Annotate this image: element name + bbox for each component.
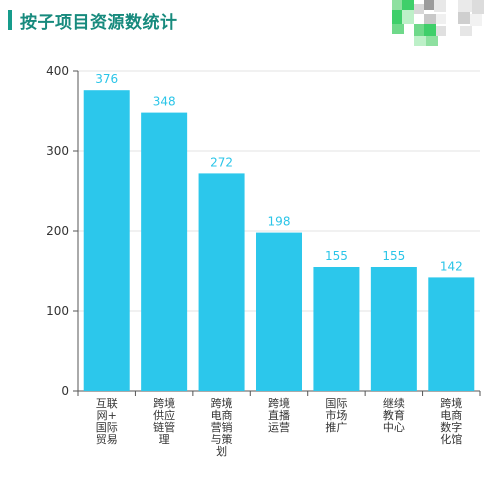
x-tick-label: 互联网+国际贸易 [96, 397, 118, 446]
data-label: 155 [325, 249, 348, 263]
bars [83, 90, 475, 391]
x-tick-label: 跨境直播运营 [268, 396, 290, 434]
x-tick-label: 跨境电商营销与策划 [211, 396, 233, 458]
data-label: 272 [210, 155, 233, 169]
bar [141, 112, 188, 391]
labels: 0 100 200 300 400 376 互联网+国际贸易 348 跨境供应链管理 272 跨境电… [46, 64, 463, 458]
title-accent-bar [8, 10, 12, 30]
bar [83, 90, 130, 391]
qr-code-icon [388, 0, 498, 48]
chart-title: 按子项目资源数统计 [20, 12, 178, 33]
bar [428, 277, 475, 391]
x-tick-label: 跨境电商数字化馆 [440, 396, 462, 446]
x-tick-label: 跨境供应链管理 [153, 396, 175, 446]
bar [256, 232, 302, 391]
y-tick-label: 0 [61, 384, 69, 398]
y-tick-label: 400 [46, 64, 69, 78]
data-label: 198 [268, 215, 291, 229]
chart-title-block: 按子项目资源数统计 [8, 8, 178, 33]
x-tick-label: 国际市场推广 [325, 397, 347, 434]
y-tick-label: 200 [46, 224, 69, 238]
data-label: 142 [440, 259, 463, 273]
data-label: 348 [153, 95, 176, 109]
y-tick-label: 100 [46, 304, 69, 318]
data-label: 376 [95, 72, 118, 86]
bar [313, 267, 360, 391]
bar [370, 267, 417, 391]
y-tick-label: 300 [46, 144, 69, 158]
bar [198, 173, 245, 391]
data-label: 155 [382, 249, 405, 263]
x-tick-label: 继续教育中心 [383, 396, 405, 434]
